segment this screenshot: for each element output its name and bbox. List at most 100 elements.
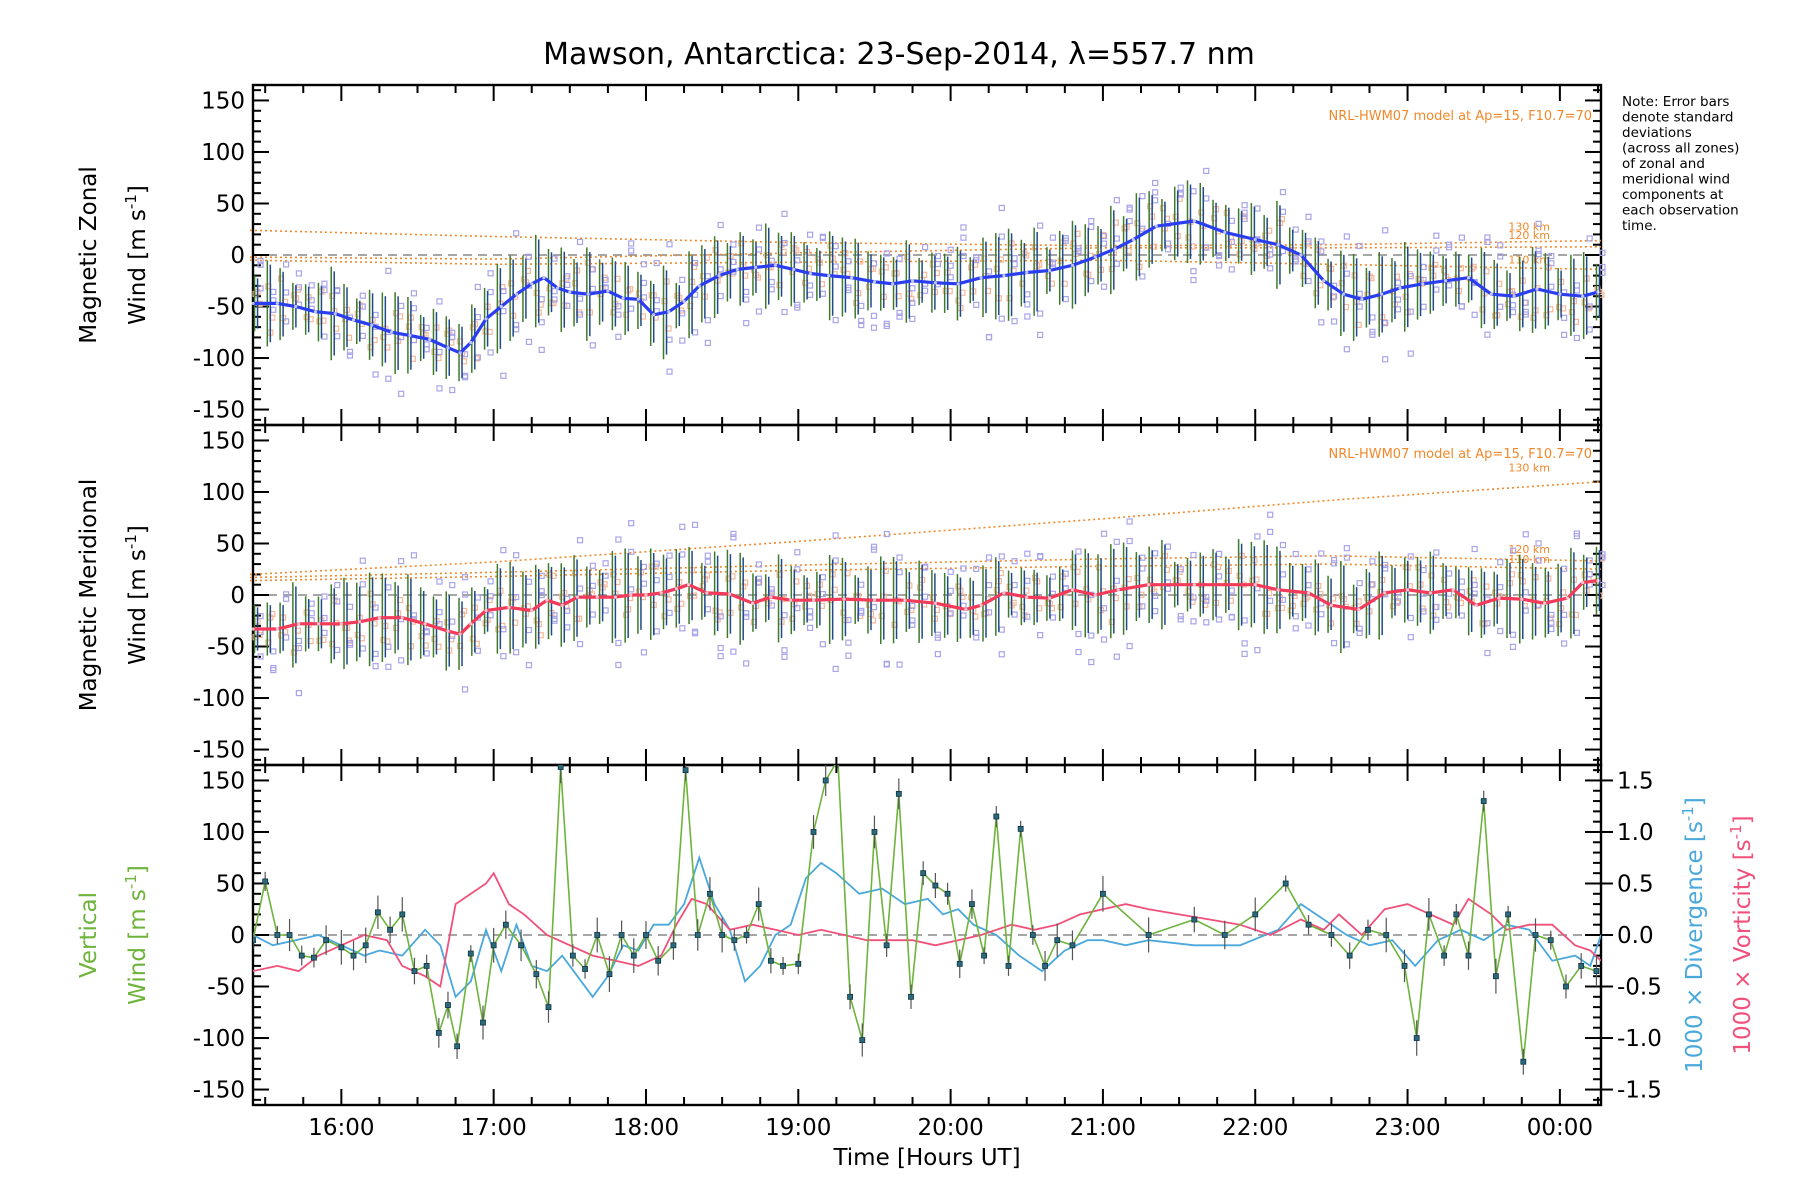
- zone-point: [1279, 188, 1287, 196]
- meridional-mean-line-point: [659, 591, 663, 595]
- meridional-mean-line-point: [1192, 583, 1196, 587]
- zone-point: [1369, 331, 1376, 338]
- zone-point: [947, 568, 954, 575]
- vertical-wind-point: [871, 829, 878, 835]
- zone-point: [743, 320, 750, 327]
- zone-point: [1292, 613, 1299, 620]
- zone-point: [1484, 331, 1491, 338]
- note-line: components at: [1622, 187, 1723, 203]
- zonal-mean-line-point: [1154, 224, 1158, 228]
- zone-point: [385, 643, 392, 650]
- zone-point: [1343, 554, 1350, 561]
- vertical-wind-point: [795, 960, 802, 967]
- zone-point: [321, 629, 328, 637]
- zone-point: [947, 262, 954, 269]
- meridional-mean-line-point: [595, 595, 599, 599]
- zone-point: [858, 321, 865, 329]
- zone-point: [858, 302, 865, 310]
- zone-point: [1305, 566, 1312, 573]
- zone-point: [717, 221, 724, 229]
- zone-point: [1433, 286, 1440, 293]
- vorticity-unit-close: ]: [1730, 815, 1756, 824]
- zone-point: [806, 614, 814, 621]
- zone-point: [372, 311, 379, 319]
- zonal-mean-line-point: [586, 292, 590, 296]
- zone-point: [666, 368, 673, 375]
- zone-point: [308, 610, 315, 617]
- zone-point: [1471, 545, 1478, 553]
- zone-point: [1484, 649, 1491, 657]
- zone-point: [1190, 618, 1197, 625]
- zone-point: [806, 291, 814, 298]
- zonal-mean-line-point: [808, 271, 813, 276]
- y-axis-unit-exponent: -1: [122, 194, 140, 209]
- zone-point: [398, 390, 405, 397]
- meridional-mean-line-point: [903, 598, 907, 602]
- vertical-wind-point: [682, 767, 689, 774]
- zone-point: [1509, 631, 1517, 638]
- vertical-wind-point: [944, 890, 951, 897]
- meridional-mean-line-point: [1581, 581, 1585, 585]
- vertical-wind-point: [731, 937, 738, 944]
- zonal-mean-line-point: [773, 263, 778, 267]
- zone-point: [1241, 640, 1248, 647]
- vertical-wind-point: [1563, 983, 1569, 990]
- zone-point: [1445, 282, 1453, 289]
- zone-point: [500, 372, 507, 379]
- zone-point: [743, 613, 750, 620]
- zone-point: [691, 630, 699, 637]
- time-axis: 16:00 17:00 18:00 19:00 20:00 21:00 22:00 23:00…: [308, 1115, 1593, 1171]
- vertical-wind-point: [847, 993, 853, 1000]
- zone-point: [896, 313, 903, 320]
- zone-point: [691, 521, 699, 528]
- zone-point: [283, 261, 290, 268]
- zone-point: [449, 386, 456, 394]
- zone-point: [1164, 585, 1172, 592]
- zone-point: [1458, 303, 1465, 310]
- zonal-mean-line-point: [1444, 279, 1448, 283]
- x-tick-label: 16:00: [308, 1115, 374, 1141]
- vertical-wind-point: [908, 993, 914, 1000]
- vertical-wind-point: [1453, 911, 1460, 918]
- zone-point: [1177, 616, 1184, 623]
- zonal-wind-panel: 150 100 50 0 -50 -100 -150 Magnetic Zonal Wind […: [76, 83, 1606, 427]
- meridional-mean-line-point: [316, 622, 321, 626]
- zone-point: [1164, 246, 1172, 253]
- zone-point: [1433, 232, 1440, 239]
- zone-point: [538, 346, 545, 353]
- zone-point: [461, 686, 469, 693]
- zone-point: [960, 224, 967, 231]
- zone-point: [922, 244, 929, 251]
- zone-point: [1407, 553, 1414, 560]
- y2-tick-label: 1.5: [1617, 768, 1654, 794]
- zone-point: [1573, 282, 1580, 289]
- zone-point: [883, 530, 890, 538]
- zone-point: [794, 549, 801, 556]
- zone-point: [398, 558, 405, 565]
- meridional-mean-line-point: [1405, 588, 1410, 592]
- zone-point: [1152, 550, 1159, 557]
- zone-point: [1318, 550, 1325, 557]
- vertical-wind-point: [643, 932, 649, 938]
- zone-point: [973, 301, 980, 308]
- vertical-wind-point: [1005, 963, 1012, 969]
- zone-point: [1177, 184, 1184, 191]
- zone-point: [998, 626, 1005, 633]
- meridional-mean-line-point: [1025, 595, 1029, 599]
- meridional-mean-line-point: [674, 587, 679, 591]
- zonal-mean-line-point: [1276, 243, 1280, 247]
- vertical-wind-point: [518, 942, 524, 949]
- zone-point: [359, 645, 366, 652]
- vertical-wind-point: [1547, 937, 1554, 944]
- zonal-mean-line-point: [251, 301, 255, 306]
- zone-point: [1215, 262, 1223, 269]
- zonal-mean-line-point: [933, 281, 937, 285]
- meridional-mean-line-point: [1383, 591, 1387, 595]
- vertical-wind-point: [969, 901, 975, 907]
- vertical-wind-point: [399, 911, 406, 918]
- x-tick-label: 23:00: [1374, 1115, 1440, 1141]
- meridional-mean-line-point: [1276, 588, 1280, 592]
- zonal-mean-line-point: [530, 282, 534, 286]
- zone-point: [1305, 582, 1312, 589]
- zone-point: [1215, 550, 1223, 558]
